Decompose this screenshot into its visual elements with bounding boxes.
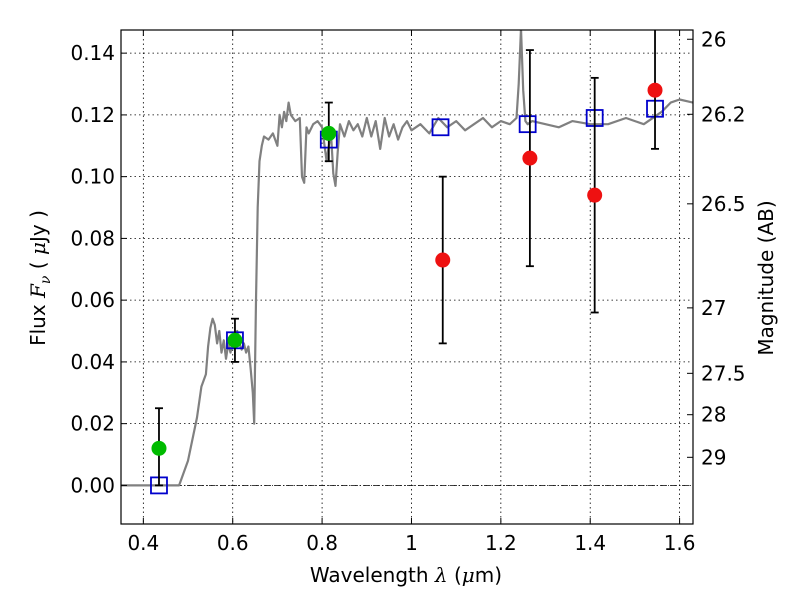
model-spectrum-line <box>121 30 693 487</box>
plot-frame <box>120 29 694 525</box>
green-data-point <box>151 440 167 456</box>
x-axis-label: Wavelength λ (μm) <box>310 563 502 587</box>
right-axis-label: Magnitude (AB) <box>754 200 778 355</box>
y-tick-label: 0.10 <box>70 165 115 189</box>
right-tick-label: 27.5 <box>701 361 746 385</box>
right-tick-label: 26 <box>701 27 726 51</box>
x-tick-label: 0.4 <box>127 531 159 555</box>
y-tick-label: 0.14 <box>70 41 115 65</box>
right-tick-label: 26.2 <box>701 102 746 126</box>
y-tick-label: 0.02 <box>70 412 115 436</box>
x-tick-label: 0.8 <box>306 531 338 555</box>
y-tick-label: 0.00 <box>70 473 115 497</box>
x-tick-label: 1 <box>405 531 418 555</box>
grid <box>121 30 693 524</box>
red-data-point <box>435 252 451 268</box>
x-tick-label: 1.4 <box>574 531 606 555</box>
right-tick-label: 28 <box>701 403 726 427</box>
ticks: 0.4 0.6 0.8 1 1.2 1.4 1.6 0.00 0.02 0.04 0.06 0.08 0… <box>70 27 745 555</box>
model-photometry-square <box>431 118 450 137</box>
plot-data <box>121 30 693 495</box>
right-tick-label: 27 <box>701 296 726 320</box>
x-tick-label: 1.2 <box>485 531 517 555</box>
right-tick-label: 26.5 <box>701 192 746 216</box>
y-axis-label: Flux Fν ( μJy ) <box>26 210 54 346</box>
y-tick-label: 0.06 <box>70 288 115 312</box>
right-tick-label: 29 <box>701 445 726 469</box>
red-data-point <box>647 82 663 98</box>
green-data-point <box>227 332 243 348</box>
green-data-point <box>321 125 337 141</box>
y-tick-label: 0.12 <box>70 103 115 127</box>
red-data-point <box>587 187 603 203</box>
x-tick-label: 1.6 <box>664 531 696 555</box>
y-tick-label: 0.08 <box>70 226 115 250</box>
y-tick-label: 0.04 <box>70 350 115 374</box>
model-photometry-square <box>518 115 537 134</box>
x-tick-label: 0.6 <box>217 531 249 555</box>
red-data-point <box>522 150 538 166</box>
